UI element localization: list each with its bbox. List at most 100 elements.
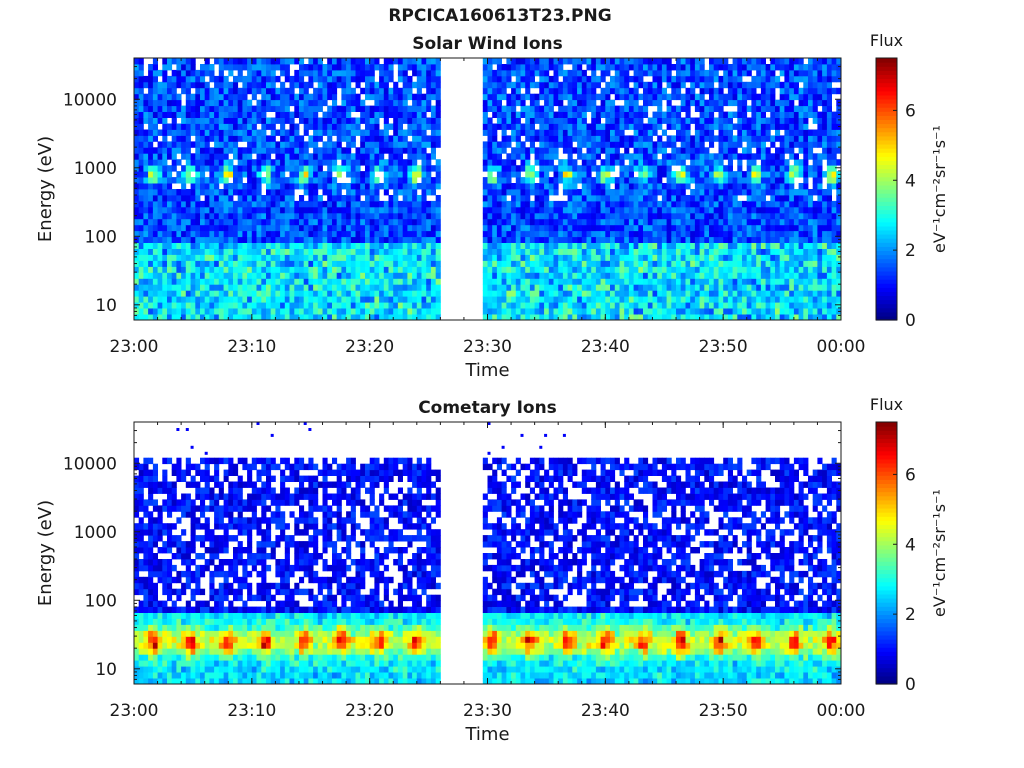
heatmap-cell (185, 64, 191, 71)
heatmap-cell (374, 272, 380, 279)
heatmap-cell (572, 224, 578, 232)
heatmap-cell (577, 260, 583, 267)
heatmap-cell (308, 284, 314, 291)
heatmap-cell (397, 105, 403, 112)
heatmap-cell (397, 296, 403, 303)
heatmap-cell (383, 147, 389, 154)
heatmap-cell (591, 248, 597, 255)
heatmap-cell (421, 147, 427, 154)
heatmap-cell (525, 177, 531, 184)
heatmap-cell (727, 200, 733, 208)
heatmap-cell (171, 165, 177, 172)
heatmap-cell (591, 183, 597, 190)
heatmap-cell (181, 272, 187, 279)
heatmap-cell (680, 105, 686, 112)
heatmap-cell (143, 93, 149, 101)
heatmap-cell (360, 99, 366, 107)
heatmap-cell (365, 230, 371, 238)
heatmap-cell (581, 290, 587, 297)
heatmap-cell (723, 308, 729, 315)
heatmap-cell (723, 260, 729, 267)
heatmap-cell (313, 141, 319, 148)
heatmap-cell (624, 212, 630, 220)
heatmap-cell (218, 171, 224, 178)
heatmap-cell (214, 177, 220, 184)
heatmap-cell (619, 260, 625, 267)
heatmap-cell (355, 224, 361, 232)
heatmap-cell (435, 141, 441, 148)
heatmap-cell (317, 290, 323, 297)
heatmap-cell (430, 278, 436, 285)
heatmap-cell (402, 254, 408, 261)
heatmap-cell (647, 218, 653, 226)
heatmap-cell (218, 129, 224, 136)
heatmap-cell (704, 290, 710, 297)
heatmap-cell (299, 171, 305, 178)
heatmap-cell (355, 75, 361, 83)
heatmap-cell (515, 165, 521, 172)
heatmap-cell (397, 135, 403, 142)
heatmap-cell (680, 200, 686, 208)
heatmap-cell (482, 123, 488, 130)
heatmap-cell (562, 141, 568, 148)
heatmap-cell (397, 200, 403, 208)
heatmap-cell (266, 230, 272, 238)
heatmap-cell (595, 147, 601, 154)
heatmap-cell (553, 141, 559, 148)
heatmap-cell (704, 123, 710, 130)
heatmap-cell (699, 278, 705, 285)
heatmap-cell (284, 93, 290, 101)
heatmap-cell (148, 183, 154, 190)
heatmap-cell (426, 236, 432, 243)
heatmap-cell (430, 284, 436, 291)
heatmap-cell (138, 75, 144, 83)
heatmap-cell (360, 230, 366, 238)
heatmap-cell (313, 278, 319, 285)
heatmap-cell (157, 206, 163, 214)
heatmap-cell (544, 64, 550, 71)
heatmap-cell (619, 153, 625, 160)
heatmap-cell (506, 141, 512, 148)
heatmap-cell (171, 93, 177, 101)
heatmap-cell (209, 260, 215, 267)
heatmap-cell (228, 183, 234, 190)
heatmap-cell (214, 308, 220, 315)
heatmap-cell (303, 296, 309, 303)
heatmap-cell (275, 58, 281, 65)
heatmap-cell (322, 248, 328, 255)
heatmap-cell (426, 69, 432, 77)
heatmap-cell (261, 159, 267, 166)
heatmap-cell (275, 248, 281, 255)
heatmap-cell (676, 290, 682, 297)
heatmap-cell (299, 212, 305, 220)
heatmap-cell (332, 129, 338, 136)
heatmap-cell (341, 284, 347, 291)
heatmap-cell (261, 177, 267, 184)
heatmap-cell (501, 224, 507, 232)
heatmap-cell (383, 117, 389, 124)
heatmap-cell (393, 230, 399, 238)
heatmap-cell (365, 236, 371, 243)
heatmap-cell (732, 242, 738, 249)
heatmap-cell (562, 105, 568, 112)
heatmap-cell (520, 290, 526, 297)
heatmap-cell (341, 302, 347, 309)
heatmap-cell (680, 308, 686, 315)
heatmap-cell (322, 302, 328, 309)
heatmap-cell (577, 81, 583, 89)
heatmap-cell (638, 69, 644, 77)
heatmap-cell (534, 212, 540, 220)
heatmap-cell (624, 242, 630, 249)
heatmap-cell (614, 212, 620, 220)
heatmap-cell (671, 183, 677, 190)
heatmap-cell (709, 302, 715, 309)
heatmap-cell (482, 195, 488, 202)
heatmap-cell (303, 81, 309, 89)
heatmap-cell (190, 224, 196, 232)
heatmap-cell (275, 236, 281, 243)
heatmap-cell (709, 129, 715, 136)
heatmap-cell (204, 212, 210, 220)
heatmap-cell (138, 117, 144, 124)
heatmap-cell (214, 93, 220, 101)
heatmap-cell (369, 111, 375, 118)
